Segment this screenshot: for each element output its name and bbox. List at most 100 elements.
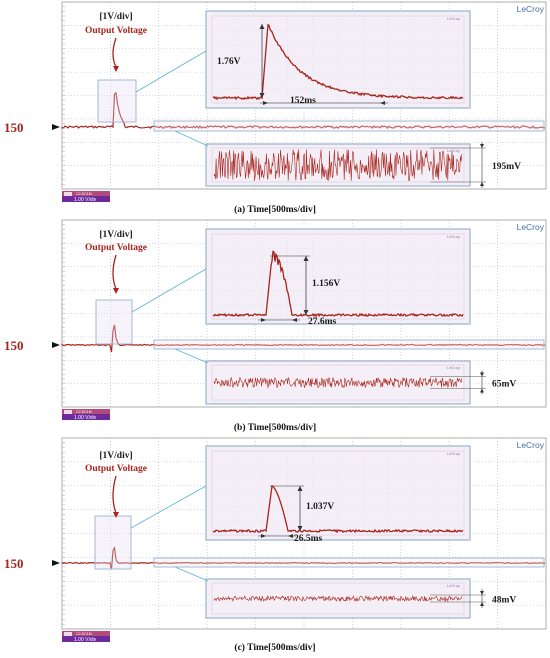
panel-b: LeCroy 150 LeCroy 1.156V 27.6ms LeCroy 65mV [1V… — [0, 218, 550, 436]
header-arrow — [112, 475, 117, 514]
channel-label: 150 — [4, 556, 24, 571]
noise-zoom-brand: LeCroy — [447, 148, 460, 153]
noise-callout-line — [174, 348, 209, 364]
peak-arrow-down-icon — [259, 93, 265, 98]
header-arrow-head-icon — [113, 288, 119, 294]
header-arrow — [112, 37, 117, 68]
panel-a-svg: LeCroy 150 LeCroy 1.76V 152ms LeCroy 195mV [1V/… — [4, 1, 547, 203]
baseline-highlight-box — [153, 120, 545, 132]
main-trace — [61, 91, 546, 130]
ground-marker-icon — [52, 124, 60, 130]
scale-badge-value: 1.00 V/div — [74, 415, 97, 421]
noise-zoom-trace — [213, 376, 463, 389]
noise-zoom-inner — [211, 364, 465, 401]
zoom-brand: LeCroy — [447, 234, 460, 239]
pulse-callout-line — [131, 268, 207, 313]
peak-arrow-down-icon — [297, 526, 303, 531]
noise-zoom-brand: LeCroy — [447, 365, 460, 370]
spike-highlight-box — [97, 79, 137, 123]
spike-highlight-box — [95, 299, 133, 345]
zoom-brand: LeCroy — [447, 16, 460, 21]
panel-b-svg: LeCroy 150 LeCroy 1.156V 27.6ms LeCroy 65mV [1V… — [4, 219, 547, 421]
time-arrow-right-icon — [288, 534, 293, 538]
noise-zoom-inner — [211, 147, 465, 183]
peak-voltage-label: 1.156V — [312, 279, 340, 289]
main-trace — [61, 324, 546, 353]
scale-badge — [62, 409, 110, 420]
axis-scale-label: [1V/div] — [99, 451, 132, 461]
peak-arrow-down-icon — [303, 310, 309, 315]
axis-scale-label: [1V/div] — [99, 12, 132, 22]
noise-zoom-trace — [213, 594, 463, 603]
noise-arrow-down-icon — [480, 144, 484, 148]
peak-voltage-label: 1.037V — [306, 502, 334, 512]
scale-badge-channel: C2 DC1M — [76, 410, 92, 414]
panel-b-caption: (b) Time[500ms/div] — [233, 423, 317, 433]
scale-badge-value: 1.00 V/div — [74, 637, 97, 643]
time-arrow-left-icon — [261, 318, 266, 322]
scale-badge-top — [62, 191, 110, 196]
axis-scale-label: [1V/div] — [99, 230, 132, 240]
lecroy-logo: LeCroy — [517, 222, 545, 232]
noise-pp-label: 195mV — [492, 162, 521, 172]
noise-zoom-inner — [211, 582, 465, 615]
peak-voltage-label: 1.76V — [217, 57, 241, 67]
panel-c-caption: (c) Time[500ms/div] — [234, 643, 316, 653]
panel-a-caption: (a) Time[500ms/div] — [234, 205, 316, 215]
main-trace — [61, 545, 546, 570]
ground-marker-icon — [52, 342, 60, 348]
pulse-callout-line — [135, 50, 207, 93]
panel-c-svg: LeCroy 150 LeCroy 1.037V 26.5ms LeCroy 48mV [1V… — [4, 437, 547, 643]
scale-badge-top — [62, 631, 110, 636]
noise-arrow-up-icon — [480, 602, 484, 606]
pulse-duration-label: 26.5ms — [294, 534, 323, 544]
trace-title: Output Voltage — [85, 26, 147, 36]
scale-badge-icon — [64, 192, 72, 196]
pulse-zoom-grid — [212, 451, 464, 535]
peak-arrow-up-icon — [297, 486, 303, 491]
pulse-duration-label: 152ms — [290, 96, 316, 106]
pulse-callout-line — [130, 485, 207, 529]
channel-label: 150 — [4, 120, 24, 135]
scale-badge — [62, 191, 110, 202]
scale-badge — [62, 631, 110, 642]
scale-badge-icon — [64, 410, 72, 414]
pulse-zoom-trace — [212, 484, 464, 534]
noise-arrow-up-icon — [480, 182, 484, 186]
header-arrow-head-icon — [113, 66, 119, 72]
channel-label: 150 — [4, 338, 24, 353]
spike-highlight-box — [94, 515, 132, 570]
panel-c: LeCroy 150 LeCroy 1.037V 26.5ms LeCroy 48mV [1V… — [0, 436, 550, 658]
peak-arrow-up-icon — [303, 256, 309, 261]
time-arrow-left-icon — [263, 101, 268, 105]
peak-arrow-up-icon — [259, 24, 265, 29]
lecroy-logo: LeCroy — [517, 4, 545, 14]
noise-pp-label: 65mV — [492, 380, 516, 390]
noise-zoom-trace — [213, 149, 463, 182]
noise-arrow-down-icon — [480, 591, 484, 595]
time-arrow-right-icon — [380, 101, 385, 105]
scale-badge-top — [62, 409, 110, 414]
noise-zoom-brand: LeCroy — [447, 583, 460, 588]
scale-badge-channel: C2 DC1M — [76, 632, 92, 636]
noise-zoom-box — [205, 143, 471, 187]
time-arrow-right-icon — [292, 318, 297, 322]
header-arrow — [112, 254, 117, 290]
header-arrow-head-icon — [113, 512, 119, 518]
noise-pp-label: 48mV — [492, 596, 516, 606]
trace-title: Output Voltage — [85, 243, 147, 253]
scale-badge-value: 1.00 V/div — [74, 197, 97, 203]
lecroy-logo: LeCroy — [517, 440, 545, 450]
pulse-zoom-trace — [212, 23, 464, 101]
zoom-brand: LeCroy — [447, 451, 460, 456]
pulse-duration-label: 27.6ms — [308, 317, 337, 327]
baseline-highlight-box — [153, 557, 545, 568]
pulse-zoom-trace — [212, 250, 464, 318]
scale-badge-channel: C2 DC1M — [76, 192, 92, 196]
time-arrow-left-icon — [261, 534, 266, 538]
noise-callout-line — [174, 566, 209, 582]
noise-callout-line — [174, 130, 209, 147]
trace-title: Output Voltage — [85, 464, 147, 474]
pulse-zoom-grid — [212, 234, 464, 319]
noise-arrow-down-icon — [480, 372, 484, 377]
